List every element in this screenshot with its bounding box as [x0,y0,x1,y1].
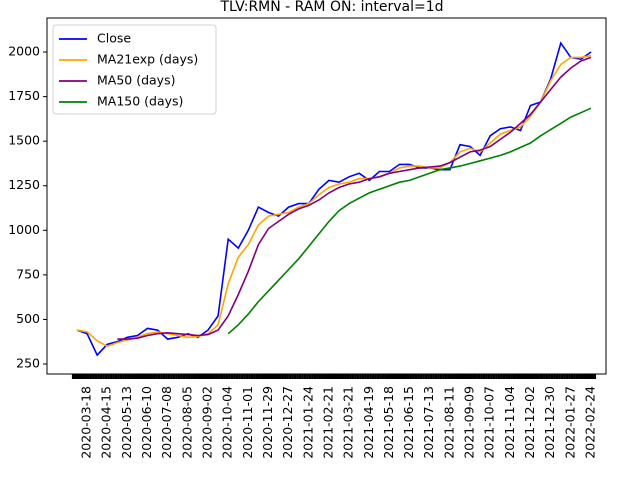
x-tick-label: 2021-08-11 [441,386,456,459]
x-tick-label: 2020-11-29 [260,386,275,459]
y-tick-label: 250 [16,356,40,371]
axes-frame [46,17,607,375]
legend-label: Close [97,31,131,46]
line-series [227,107,592,335]
chart-title: TLV:RMN - RAM ON: interval=1d [219,0,443,15]
x-tick-label: 2021-02-21 [320,386,335,459]
x-tick-label: 2021-12-30 [542,386,557,459]
x-tick-label: 2022-02-24 [583,386,598,459]
x-tick-label: 2021-09-09 [462,386,477,459]
x-tick-label: 2021-12-02 [522,386,537,459]
y-tick-label: 750 [16,266,40,281]
x-tick-label: 2021-03-21 [341,386,356,459]
legend-label: MA50 (days) [97,73,175,88]
x-tick-label: 2020-10-04 [220,386,235,459]
x-tick-label: 2021-01-24 [300,386,315,459]
x-tick-label: 2020-12-27 [280,386,295,459]
y-tick-label: 1250 [8,177,40,192]
legend-label: MA21exp (days) [97,52,198,67]
line-series [117,56,592,340]
x-tick-label: 2020-03-18 [79,386,94,459]
x-tick-label: 2021-06-15 [401,386,416,459]
line-series [76,41,592,357]
y-tick-label: 1500 [8,133,40,148]
y-tick-label: 2000 [8,44,40,59]
x-tick-label: 2021-11-04 [502,386,517,459]
y-tick-label: 500 [16,311,40,326]
x-tick-label: 2020-07-08 [159,386,174,459]
x-tick-label: 2020-05-13 [119,386,134,459]
x-tick-label: 2021-05-18 [381,386,396,459]
x-tick-label: 2020-11-01 [240,386,255,459]
x-tick-label: 2021-04-19 [361,386,376,459]
x-tick-label: 2020-09-02 [200,386,215,459]
y-tick-label: 1000 [8,222,40,237]
x-tick-label: 2021-07-13 [421,386,436,459]
legend-box [52,24,217,115]
x-tick-label: 2020-04-15 [99,386,114,459]
x-tick-label: 2020-08-05 [179,386,194,459]
x-tick-label: 2020-06-10 [139,386,154,459]
y-tick-label: 1750 [8,88,40,103]
x-tick-label: 2022-01-27 [562,386,577,459]
legend-label: MA150 (days) [97,94,183,109]
x-tick-label: 2021-10-07 [482,386,497,459]
